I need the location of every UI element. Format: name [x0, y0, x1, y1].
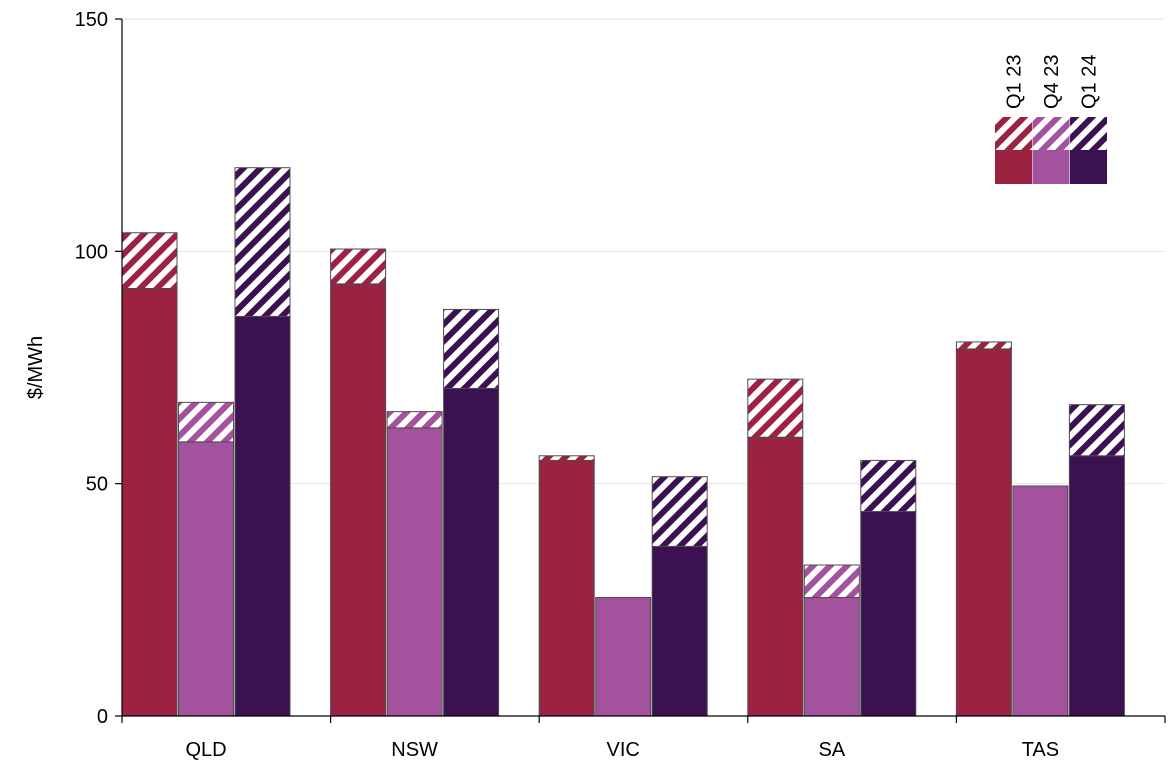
- bar-layer: [121, 167, 1125, 717]
- bar-nsw-q1-24-base: [443, 387, 500, 717]
- bar-vic-q1-24-increment: [651, 476, 708, 547]
- legend-swatch-hatched: [1070, 117, 1107, 150]
- bar-nsw-q4-23-increment: [386, 411, 443, 429]
- legend-swatch-solid: [1032, 150, 1070, 184]
- legend-swatch-solid: [1070, 150, 1107, 184]
- y-tick-label: 0: [97, 706, 108, 728]
- legend-label: Q1 23: [1004, 55, 1026, 109]
- bar-vic-q4-23-base: [595, 597, 652, 717]
- x-tick-label: NSW: [391, 739, 438, 761]
- y-tick-label: 100: [75, 241, 108, 263]
- bar-nsw-q1-23-base: [330, 283, 387, 717]
- bar-sa-q4-23-increment: [803, 564, 860, 599]
- bar-vic-q1-23-increment: [538, 455, 595, 461]
- bar-nsw-q1-24-increment: [443, 308, 500, 389]
- bar-qld-q4-23-base: [178, 441, 234, 717]
- bar-sa-q1-23-base: [747, 436, 804, 717]
- bar-sa-q1-24-base: [860, 511, 917, 717]
- x-tick-label: QLD: [185, 739, 226, 761]
- x-tick-label: VIC: [607, 739, 640, 761]
- axis-layer: 0 50 100 150 QLD NSW VIC SA TAS: [75, 9, 1166, 761]
- legend-label: Q4 23: [1041, 55, 1063, 109]
- y-axis-title: $/MWh: [25, 336, 47, 399]
- bar-nsw-q4-23-base: [386, 427, 443, 717]
- legend-label: Q1 24: [1079, 55, 1101, 109]
- y-tick-label: 150: [75, 9, 108, 31]
- bar-qld-q1-24-increment: [234, 167, 291, 317]
- bar-tas-q1-24-increment: [1068, 404, 1125, 457]
- bar-nsw-q1-23-increment: [330, 248, 387, 285]
- legend-swatch-hatched: [995, 117, 1032, 150]
- bar-vic-q1-24-base: [651, 545, 708, 717]
- bar-sa-q4-23-base: [803, 597, 860, 717]
- x-tick-label: TAS: [1022, 739, 1059, 761]
- y-tick-label: 50: [86, 474, 108, 496]
- bar-tas-q1-23-base: [955, 348, 1012, 717]
- bar-sa-q1-23-increment: [747, 378, 804, 438]
- bar-tas-q4-23-base: [1012, 485, 1069, 717]
- bar-tas-q1-23-increment: [955, 341, 1012, 350]
- bar-qld-q1-24-base: [234, 315, 291, 717]
- bar-qld-q1-23-increment: [121, 232, 178, 290]
- bar-sa-q1-24-increment: [860, 459, 917, 513]
- bar-qld-q4-23-increment: [178, 401, 234, 443]
- x-tick-label: SA: [818, 739, 845, 761]
- legend-swatch-hatched: [1032, 117, 1070, 150]
- bar-qld-q1-23-base: [121, 288, 178, 717]
- bar-tas-q1-24-base: [1068, 455, 1125, 717]
- legend: Q1 23 Q4 23 Q1 24: [995, 55, 1107, 184]
- bar-vic-q1-23-base: [538, 459, 595, 717]
- legend-swatch-solid: [995, 150, 1032, 184]
